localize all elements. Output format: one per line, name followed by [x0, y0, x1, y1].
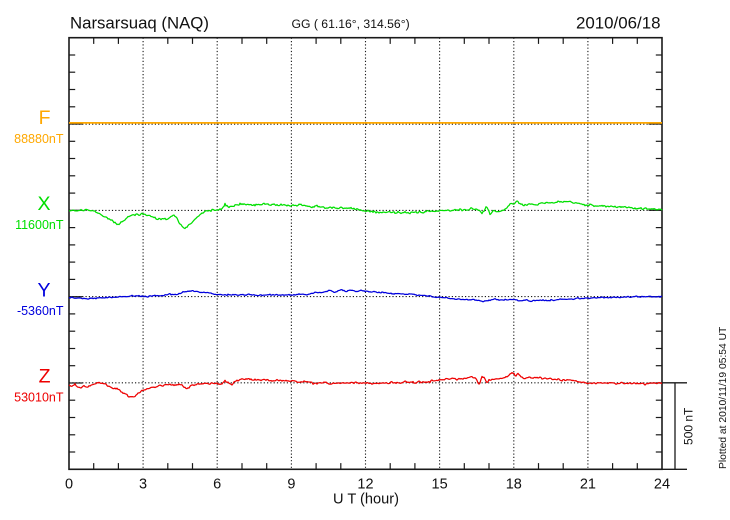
svg-text:Plotted at 2010/11/19 05:54 UT: Plotted at 2010/11/19 05:54 UT [718, 326, 729, 469]
svg-text:500 nT: 500 nT [681, 407, 695, 445]
svg-text:F: F [39, 107, 51, 129]
svg-text:11600nT: 11600nT [15, 218, 64, 232]
svg-text:6: 6 [213, 476, 221, 492]
svg-text:X: X [37, 193, 50, 215]
svg-text:24: 24 [654, 476, 670, 492]
svg-text:Narsarsuaq (NAQ): Narsarsuaq (NAQ) [70, 14, 209, 33]
svg-text:9: 9 [287, 476, 295, 492]
svg-text:GG ( 61.16°, 314.56°): GG ( 61.16°, 314.56°) [292, 17, 410, 31]
svg-text:2010/06/18: 2010/06/18 [576, 14, 661, 33]
svg-text:15: 15 [432, 476, 448, 492]
svg-text:0: 0 [65, 476, 73, 492]
svg-text:53010nT: 53010nT [14, 390, 64, 404]
svg-text:21: 21 [580, 476, 596, 492]
svg-text:Z: Z [39, 366, 51, 388]
svg-text:18: 18 [506, 476, 522, 492]
svg-text:88880nT: 88880nT [14, 132, 64, 146]
svg-text:Y: Y [37, 279, 50, 301]
svg-text:-5360nT: -5360nT [17, 304, 64, 318]
svg-text:3: 3 [139, 476, 147, 492]
svg-text:12: 12 [357, 476, 373, 492]
svg-text:U T (hour): U T (hour) [333, 491, 399, 507]
